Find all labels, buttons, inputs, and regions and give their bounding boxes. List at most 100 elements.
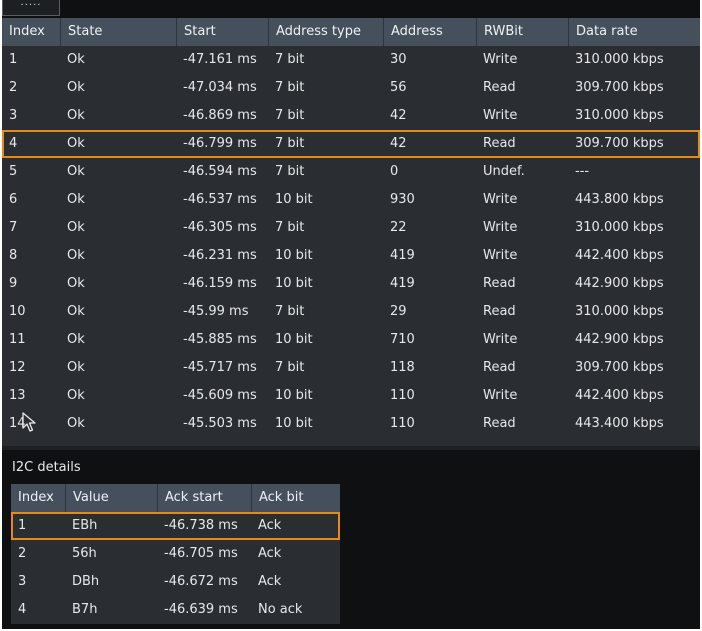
- frame-cell: Ok: [67, 220, 85, 235]
- frame-row[interactable]: 9 Ok -46.159 ms 10 bit 419 Read 442.900 kbps: [2, 270, 700, 298]
- frame-row[interactable]: 7 Ok -46.305 ms 7 bit 22 Write 310.000 kbps: [2, 214, 700, 242]
- frame-row[interactable]: 5 Ok -46.594 ms 7 bit 0 Undef. ---: [2, 158, 700, 186]
- frame-cell: Ok: [67, 388, 85, 403]
- frame-cell: 56: [390, 80, 407, 95]
- frame-cell: 419: [390, 248, 415, 263]
- frame-cell: 7 bit: [275, 52, 305, 67]
- frame-cell: 4: [9, 136, 18, 151]
- panel-splitter[interactable]: [2, 446, 700, 450]
- frame-row[interactable]: 2 Ok -47.034 ms 7 bit 56 Read 309.700 kbps: [2, 74, 700, 102]
- frame-cell: 11: [9, 332, 26, 347]
- detail-column-header[interactable]: Value: [65, 484, 157, 512]
- frame-cell: Write: [483, 388, 518, 403]
- frame-row[interactable]: 11 Ok -45.885 ms 10 bit 710 Write 442.900 kbps: [2, 326, 700, 354]
- frame-cell: Read: [483, 136, 516, 151]
- detail-row-selected[interactable]: 1 EBh -46.738 ms Ack: [11, 512, 340, 540]
- frame-cell: 12: [9, 360, 26, 375]
- frame-cell: 10: [9, 304, 26, 319]
- frame-column-header[interactable]: State: [60, 18, 176, 46]
- frame-column-header[interactable]: Index: [9, 24, 45, 39]
- frame-cell: 442.900 kbps: [575, 276, 664, 291]
- frame-cell: 110: [390, 416, 415, 431]
- frame-row[interactable]: 10 Ok -45.99 ms 7 bit 29 Read 310.000 kbps: [2, 298, 700, 326]
- frame-header-row: Index State Start Address type Address RWBit D…: [2, 18, 700, 46]
- frame-cell: -45.99 ms: [183, 304, 249, 319]
- frame-cell: Ok: [67, 416, 85, 431]
- frame-cell: Read: [483, 360, 516, 375]
- detail-cell: Ack: [258, 546, 282, 561]
- detail-row[interactable]: 2 56h -46.705 ms Ack: [11, 540, 340, 568]
- frame-cell: 6: [9, 192, 18, 207]
- frame-cell: -46.594 ms: [183, 164, 257, 179]
- frame-cell: 42: [390, 136, 407, 151]
- frame-row[interactable]: 1 Ok -47.161 ms 7 bit 30 Write 310.000 kbps: [2, 46, 700, 74]
- frame-cell: 13: [9, 388, 26, 403]
- details-title: I2C details: [12, 460, 81, 475]
- frame-cell: 309.700 kbps: [575, 136, 664, 151]
- detail-column-header[interactable]: Ack start: [157, 484, 251, 512]
- frame-column-header[interactable]: Data rate: [568, 18, 700, 46]
- frame-column-header[interactable]: Address type: [268, 18, 383, 46]
- frame-cell: -47.161 ms: [183, 52, 257, 67]
- frame-cell: 309.700 kbps: [575, 80, 664, 95]
- frame-cell: Write: [483, 52, 518, 67]
- frame-column-header[interactable]: Start: [176, 18, 268, 46]
- frame-column-header[interactable]: Address: [383, 18, 476, 46]
- detail-row[interactable]: 3 DBh -46.672 ms Ack: [11, 568, 340, 596]
- panel-drag-handle[interactable]: ·····: [2, 0, 60, 16]
- frame-cell: -46.869 ms: [183, 108, 257, 123]
- frame-cell: Ok: [67, 304, 85, 319]
- frame-cell: Read: [483, 304, 516, 319]
- detail-column-header[interactable]: Index: [18, 490, 54, 505]
- frame-cell: 118: [390, 360, 415, 375]
- frame-cell: -46.799 ms: [183, 136, 257, 151]
- frame-row[interactable]: 14 Ok -45.503 ms 10 bit 110 Read 443.400 kbps: [2, 410, 700, 438]
- frame-cell: 7 bit: [275, 108, 305, 123]
- frame-cell: 7 bit: [275, 360, 305, 375]
- mouse-pointer-icon: [22, 412, 36, 432]
- detail-row[interactable]: 4 B7h -46.639 ms No ack: [11, 596, 340, 624]
- frame-cell: -46.537 ms: [183, 192, 257, 207]
- frame-cell: -47.034 ms: [183, 80, 257, 95]
- frame-cell: 10 bit: [275, 248, 313, 263]
- frame-cell: 2: [9, 80, 18, 95]
- frame-cell: 442.900 kbps: [575, 332, 664, 347]
- detail-column-header[interactable]: Ack bit: [251, 484, 331, 512]
- frame-cell: -45.609 ms: [183, 388, 257, 403]
- frame-cell: -46.231 ms: [183, 248, 257, 263]
- detail-cell: 4: [18, 602, 27, 617]
- frame-cell: 3: [9, 108, 18, 123]
- frame-cell: -46.305 ms: [183, 220, 257, 235]
- frame-row-selected[interactable]: 4 Ok -46.799 ms 7 bit 42 Read 309.700 kbps: [2, 130, 700, 158]
- frame-cell: 10 bit: [275, 388, 313, 403]
- frame-cell: Ok: [67, 80, 85, 95]
- frame-cell: Ok: [67, 276, 85, 291]
- frame-cell: Ok: [67, 164, 85, 179]
- detail-cell: No ack: [258, 602, 303, 617]
- frame-cell: 5: [9, 164, 18, 179]
- frame-cell: 310.000 kbps: [575, 220, 664, 235]
- frame-cell: 443.400 kbps: [575, 416, 664, 431]
- frame-cell: 42: [390, 108, 407, 123]
- detail-cell: Ack: [258, 574, 282, 589]
- frame-cell: Ok: [67, 332, 85, 347]
- frame-cell: -45.503 ms: [183, 416, 257, 431]
- frame-row[interactable]: 6 Ok -46.537 ms 10 bit 930 Write 443.800 kbps: [2, 186, 700, 214]
- detail-header-row: Index Value Ack start Ack bit: [11, 484, 340, 512]
- detail-cell: EBh: [72, 518, 98, 533]
- frame-cell: Read: [483, 276, 516, 291]
- frame-row[interactable]: 8 Ok -46.231 ms 10 bit 419 Write 442.400 kbps: [2, 242, 700, 270]
- frame-column-header[interactable]: RWBit: [476, 18, 568, 46]
- frame-cell: Undef.: [483, 164, 525, 179]
- frame-cell: -45.717 ms: [183, 360, 257, 375]
- frame-cell: ---: [575, 164, 590, 179]
- frame-cell: Write: [483, 248, 518, 263]
- frame-cell: Ok: [67, 248, 85, 263]
- frame-cell: 442.400 kbps: [575, 248, 664, 263]
- frame-row[interactable]: 12 Ok -45.717 ms 7 bit 118 Read 309.700 kbps: [2, 354, 700, 382]
- detail-cell: -46.639 ms: [164, 602, 238, 617]
- frame-cell: 310.000 kbps: [575, 304, 664, 319]
- frame-row[interactable]: 13 Ok -45.609 ms 10 bit 110 Write 442.400 kbps: [2, 382, 700, 410]
- frame-row[interactable]: 3 Ok -46.869 ms 7 bit 42 Write 310.000 kbps: [2, 102, 700, 130]
